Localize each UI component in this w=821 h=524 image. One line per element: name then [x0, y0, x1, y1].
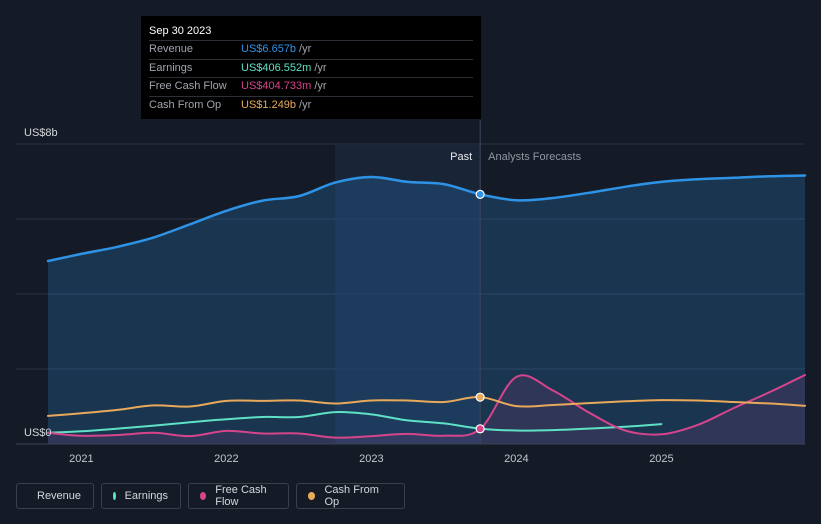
- tooltip-value: US$406.552m: [241, 61, 312, 74]
- y-axis-max-label: US$8b: [24, 127, 58, 139]
- legend-item-earnings[interactable]: Earnings: [101, 483, 181, 509]
- legend-item-revenue[interactable]: Revenue: [16, 483, 94, 509]
- tooltip-unit: /yr: [314, 61, 327, 74]
- tooltip-unit: /yr: [299, 43, 312, 55]
- area-revenue: [48, 175, 805, 444]
- tooltip-row-revenue: Revenue US$6.657b /yr: [149, 40, 473, 59]
- area-free-cash-flow: [48, 375, 805, 444]
- legend-label: Free Cash Flow: [215, 484, 267, 508]
- tooltip-label: Revenue: [149, 43, 194, 55]
- legend-dot-icon: [308, 492, 316, 500]
- tooltip-value: US$1.249b: [241, 98, 297, 111]
- marker-free-cash-flow: [475, 424, 485, 434]
- marker-revenue: [475, 189, 485, 199]
- x-tick-label: 2024: [504, 453, 528, 465]
- legend-item-cash-from-op[interactable]: Cash From Op: [296, 483, 405, 509]
- line-free-cash-flow: [47, 374, 806, 439]
- x-tick-label: 2022: [214, 453, 238, 465]
- tooltip-value: US$404.733m: [241, 80, 312, 92]
- tooltip: Sep 30 2023 Revenue US$6.657b /yr Earnin…: [141, 16, 481, 119]
- x-tick-label: 2023: [359, 453, 383, 465]
- forecast-label: Analysts Forecasts: [488, 151, 581, 163]
- tooltip-row-earnings: Earnings US$406.552m /yr: [149, 58, 473, 78]
- tooltip-value: US$6.657b: [241, 43, 297, 55]
- legend: Revenue Earnings Free Cash Flow Cash Fro…: [16, 483, 405, 511]
- x-tick-label: 2021: [69, 453, 93, 465]
- legend-label: Revenue: [37, 490, 82, 502]
- y-axis-min-label: US$0: [24, 427, 52, 439]
- legend-dot-icon: [113, 492, 116, 500]
- tooltip-label: Earnings: [149, 61, 193, 74]
- line-revenue: [46, 174, 807, 263]
- past-highlight-region: [335, 144, 481, 444]
- legend-label: Cash From Op: [324, 484, 379, 508]
- tooltip-date: Sep 30 2023: [149, 25, 212, 37]
- x-tick-label: 2025: [649, 453, 673, 465]
- tooltip-row-cash-from-op: Cash From Op US$1.249b /yr: [149, 95, 473, 115]
- line-earnings: [47, 411, 663, 434]
- legend-label: Earnings: [124, 490, 168, 502]
- tooltip-unit: /yr: [299, 98, 312, 111]
- past-label: Past: [450, 151, 472, 163]
- tooltip-label: Cash From Op: [149, 98, 222, 111]
- legend-item-free-cash-flow[interactable]: Free Cash Flow: [188, 483, 289, 509]
- legend-dot-icon: [200, 492, 207, 500]
- marker-cash-from-op: [475, 392, 485, 402]
- tooltip-unit: /yr: [314, 80, 327, 92]
- line-cash-from-op: [47, 396, 806, 417]
- tooltip-label: Free Cash Flow: [149, 80, 227, 92]
- tooltip-row-free-cash-flow: Free Cash Flow US$404.733m /yr: [149, 77, 473, 96]
